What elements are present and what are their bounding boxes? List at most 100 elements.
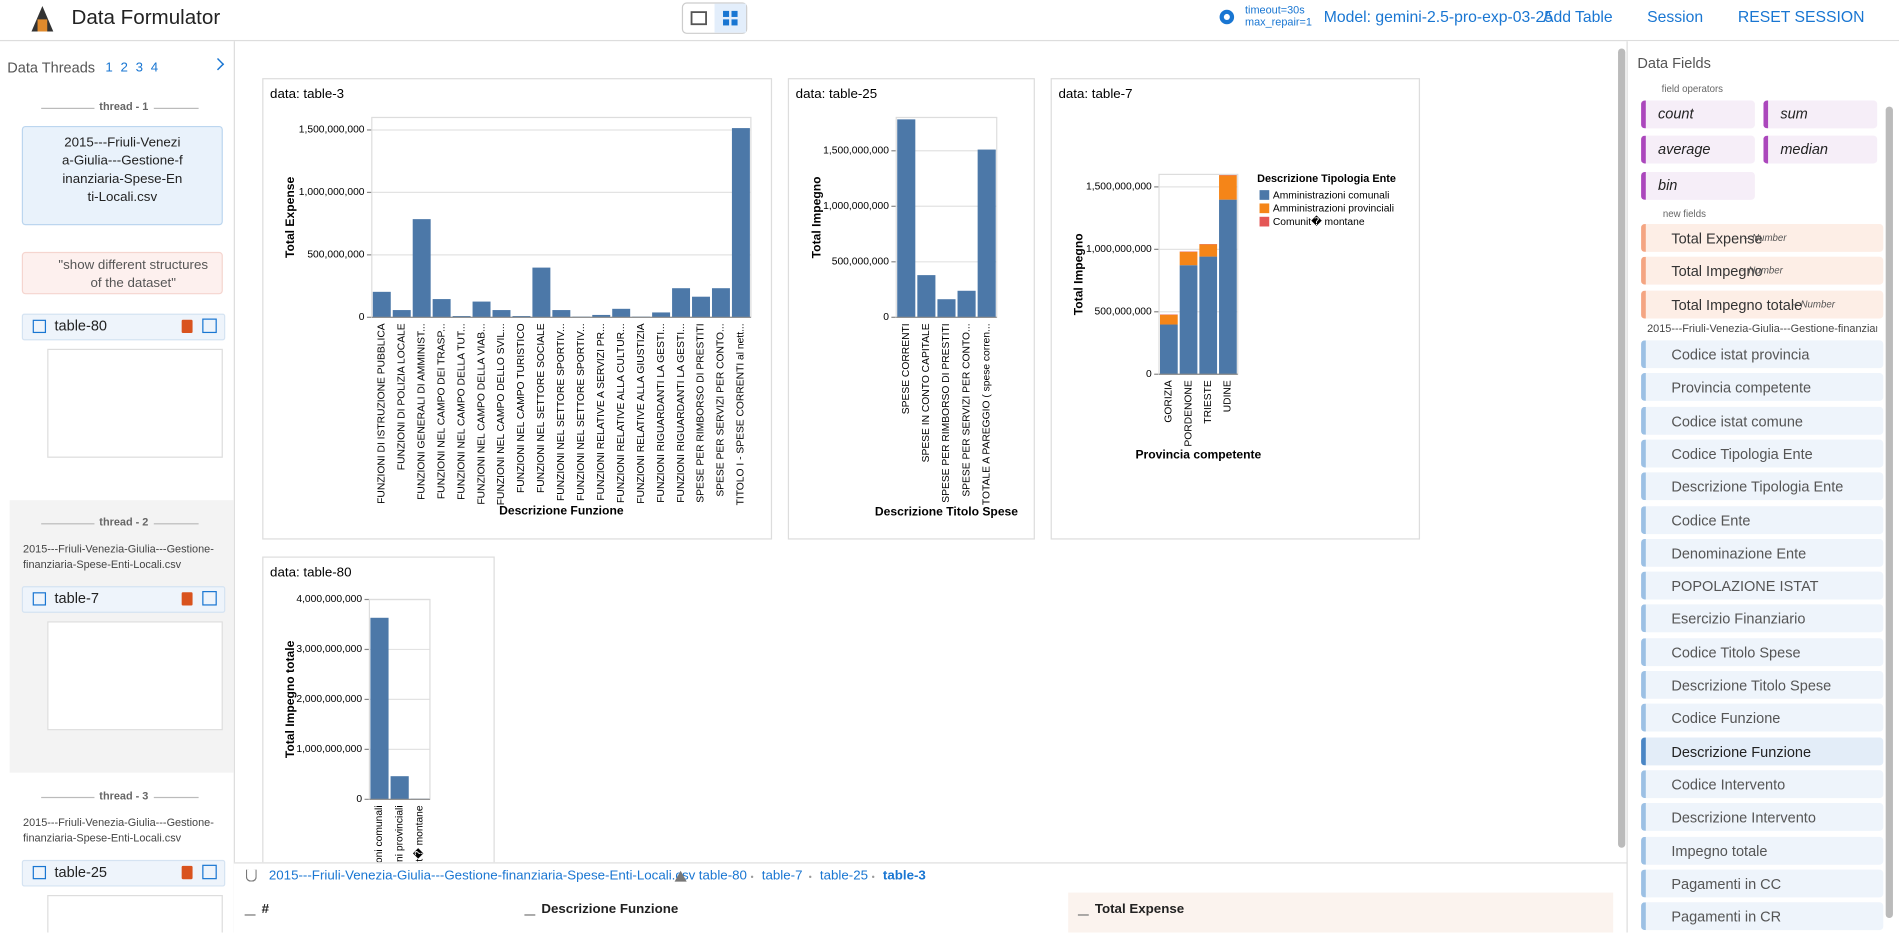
- y-tick-label: 2,000,000,000: [296, 694, 362, 705]
- operator-chip[interactable]: average: [1641, 136, 1755, 164]
- source-card[interactable]: 2015---Friuli-Venezia-Giulia---Gestione-…: [22, 126, 223, 225]
- y-tick-label: 0: [883, 312, 889, 323]
- thread-page-link[interactable]: 4: [151, 61, 158, 76]
- source-text[interactable]: 2015---Friuli-Venezia-Giulia---Gestione-…: [23, 541, 217, 571]
- field-name[interactable]: Pagamenti in CR: [1671, 908, 1781, 925]
- column-type-icon: [245, 906, 256, 916]
- bar: [373, 292, 391, 317]
- chart-icon[interactable]: [202, 865, 217, 880]
- fields-scrollbar: [1886, 107, 1893, 918]
- field-name[interactable]: Esercizio Finanziario: [1671, 611, 1805, 628]
- operator-chip[interactable]: bin: [1641, 172, 1755, 200]
- y-tick-label: 1,500,000,000: [823, 146, 889, 157]
- column-header[interactable]: #: [262, 902, 269, 917]
- table-row[interactable]: [22, 314, 225, 341]
- chart-title: data: table-25: [796, 86, 877, 101]
- delete-icon[interactable]: [182, 320, 193, 333]
- field-name[interactable]: Denominazione Ente: [1671, 545, 1806, 562]
- breadcrumb-source[interactable]: 2015---Friuli-Venezia-Giulia---Gestione-…: [269, 868, 695, 883]
- field-name[interactable]: Codice Intervento: [1671, 776, 1785, 793]
- breadcrumb-table[interactable]: table-25: [820, 868, 868, 883]
- source-text[interactable]: 2015---Friuli-Venezia-Giulia---Gestione-…: [23, 815, 217, 845]
- y-tick-label: 1,000,000,000: [1086, 244, 1152, 255]
- y-tick-label: 1,000,000,000: [299, 187, 365, 198]
- y-tick-label: 500,000,000: [307, 250, 364, 261]
- prompt-card[interactable]: "show different structures of the datase…: [22, 252, 223, 294]
- section-label: field operators: [1662, 84, 1723, 95]
- breadcrumb-dot: [809, 876, 811, 878]
- table-row[interactable]: [22, 586, 225, 613]
- table-name[interactable]: table-7: [54, 590, 98, 607]
- operator-chip[interactable]: count: [1641, 101, 1755, 129]
- threads-title: Data Threads: [7, 59, 95, 76]
- y-tick-label: 1,000,000,000: [296, 744, 362, 755]
- chart-title: data: table-3: [270, 86, 344, 101]
- reset-session-button[interactable]: RESET SESSION: [1738, 7, 1865, 25]
- breadcrumb-table[interactable]: table-3: [883, 868, 926, 883]
- bar: [493, 310, 511, 317]
- bar: [393, 310, 411, 317]
- x-tick-label: SPESE IN CONTO CAPITALE: [921, 323, 932, 462]
- settings-icon[interactable]: [1217, 7, 1236, 26]
- table-name[interactable]: table-25: [54, 864, 107, 881]
- column-type-icon: [524, 906, 535, 916]
- field-name[interactable]: Provincia competente: [1671, 379, 1811, 396]
- field-name[interactable]: Pagamenti in CC: [1671, 875, 1781, 892]
- session-button[interactable]: Session: [1647, 7, 1703, 25]
- anchor-icon: [246, 870, 257, 882]
- field-name[interactable]: Codice istat comune: [1671, 412, 1803, 429]
- thread-page-link[interactable]: 3: [136, 61, 143, 76]
- table-row[interactable]: [22, 860, 225, 887]
- field-name[interactable]: Descrizione Titolo Spese: [1671, 677, 1831, 694]
- bar: [652, 312, 670, 317]
- thread-label: thread - 2: [94, 516, 153, 528]
- field-name[interactable]: Impegno totale: [1671, 842, 1767, 859]
- field-name[interactable]: Descrizione Tipologia Ente: [1671, 479, 1843, 496]
- field-name[interactable]: Descrizione Funzione: [1671, 743, 1811, 760]
- view-toggle[interactable]: [682, 2, 747, 33]
- field-name[interactable]: Total Impegno totale: [1671, 296, 1802, 313]
- column-header[interactable]: Descrizione Funzione: [541, 902, 678, 917]
- bar-segment: [1219, 200, 1237, 375]
- x-tick-label: FUNZIONI NEL CAMPO DELLO SVIL...: [496, 323, 507, 505]
- breadcrumb-icon: [675, 871, 687, 882]
- breadcrumb-table[interactable]: table-7: [762, 868, 803, 883]
- model-button[interactable]: Model: gemini-2.5-pro-exp-03-25: [1324, 7, 1553, 25]
- bar: [532, 268, 550, 318]
- y-tick-label: 0: [356, 794, 362, 805]
- x-tick-label: FUNZIONI NEL SETTORE SOCIALE: [536, 323, 547, 493]
- thumbnail[interactable]: [47, 621, 223, 730]
- thumbnail[interactable]: [47, 895, 223, 933]
- legend-label: Comunit� montane: [1273, 215, 1365, 228]
- operator-chip[interactable]: median: [1763, 136, 1877, 164]
- app-title: Data Formulator: [71, 6, 220, 30]
- thread-label: thread - 1: [94, 101, 153, 113]
- thread-page-link[interactable]: 2: [121, 61, 128, 76]
- x-tick-label: FUNZIONI DI POLIZIA LOCALE: [396, 323, 407, 470]
- add-table-button[interactable]: Add Table: [1543, 7, 1613, 25]
- field-name[interactable]: Codice Funzione: [1671, 710, 1780, 727]
- field-name[interactable]: Codice Tipologia Ente: [1671, 446, 1812, 463]
- breadcrumb-table[interactable]: table-80: [699, 868, 747, 883]
- thread-page-link[interactable]: 1: [105, 61, 112, 76]
- delete-icon[interactable]: [182, 592, 193, 605]
- x-tick-label: FUNZIONI RIGUARDANTI LA GESTI...: [676, 323, 687, 502]
- chart-icon[interactable]: [202, 319, 217, 334]
- thumbnail[interactable]: [47, 349, 223, 458]
- field-name[interactable]: Descrizione Intervento: [1671, 809, 1816, 826]
- column-type-icon: [1078, 906, 1089, 916]
- legend-label: Amministrazioni provinciali: [1273, 204, 1394, 215]
- field-name[interactable]: Codice Titolo Spese: [1671, 644, 1800, 661]
- max-repair: max_repair=1: [1245, 16, 1312, 28]
- field-name[interactable]: Codice Ente: [1671, 512, 1750, 529]
- field-name[interactable]: POPOLAZIONE ISTAT: [1671, 578, 1818, 595]
- x-tick-label: FUNZIONI NEL CAMPO DELLA VIAB...: [476, 323, 487, 504]
- delete-icon[interactable]: [182, 866, 193, 879]
- operator-chip[interactable]: sum: [1763, 101, 1877, 129]
- x-tick-label: GORIZIA: [1164, 380, 1175, 422]
- table-name[interactable]: table-80: [54, 317, 107, 334]
- field-name[interactable]: Codice istat provincia: [1671, 346, 1809, 363]
- column-header[interactable]: Total Expense: [1095, 902, 1184, 917]
- chart-icon[interactable]: [202, 591, 217, 606]
